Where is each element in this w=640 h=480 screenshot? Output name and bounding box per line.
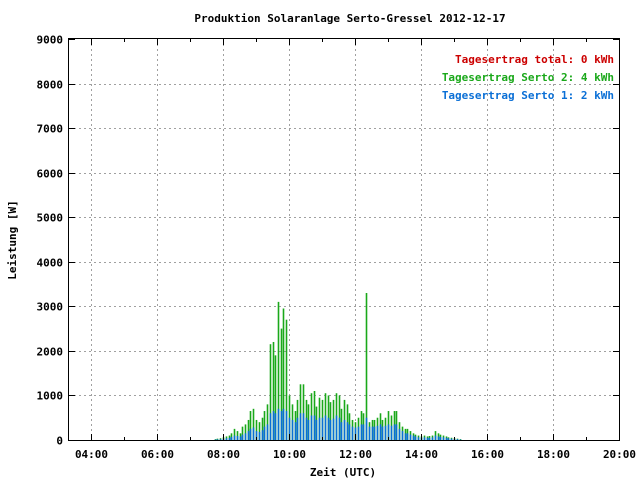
y-tick-label: 2000 <box>37 346 64 359</box>
legend-entry: Tagesertrag Serto 2: 4 kWh <box>442 71 614 84</box>
y-axis-label: Leistung [W] <box>6 200 19 279</box>
y-tick-label: 9000 <box>37 34 64 47</box>
y-tick-label: 1000 <box>37 390 64 403</box>
y-tick-label: 7000 <box>37 123 64 136</box>
x-tick-label: 20:00 <box>603 448 636 461</box>
legend-entry: Tagesertrag total: 0 kWh <box>455 53 614 66</box>
grid <box>69 39 619 440</box>
x-tick-label: 06:00 <box>141 448 174 461</box>
plot-frame <box>68 38 620 441</box>
x-tick-label: 12:00 <box>339 448 372 461</box>
legend-entry: Tagesertrag Serto 1: 2 kWh <box>442 89 614 102</box>
x-tick-label: 14:00 <box>405 448 438 461</box>
x-axis-label: Zeit (UTC) <box>310 466 376 479</box>
y-tick-label: 8000 <box>37 79 64 92</box>
x-tick-label: 10:00 <box>273 448 306 461</box>
x-tick-label: 08:00 <box>207 448 240 461</box>
y-tick-label: 3000 <box>37 301 64 314</box>
legend: Tagesertrag total: 0 kWh Tagesertrag Sert… <box>442 53 614 102</box>
y-tick-label: 5000 <box>37 212 64 225</box>
x-tick-label: 18:00 <box>537 448 570 461</box>
y-tick-label: 4000 <box>37 257 64 270</box>
chart-title: Produktion Solaranlage Serto-Gressel 201… <box>194 12 505 25</box>
y-tick-label: 0 <box>56 435 63 448</box>
x-tick-label: 04:00 <box>75 448 108 461</box>
y-tick-label: 6000 <box>37 168 64 181</box>
ticks: 0 1000 2000 3000 4000 5000 6000 7000 8000 9000 04:… <box>37 34 637 462</box>
bars <box>214 292 462 440</box>
x-tick-label: 16:00 <box>471 448 504 461</box>
